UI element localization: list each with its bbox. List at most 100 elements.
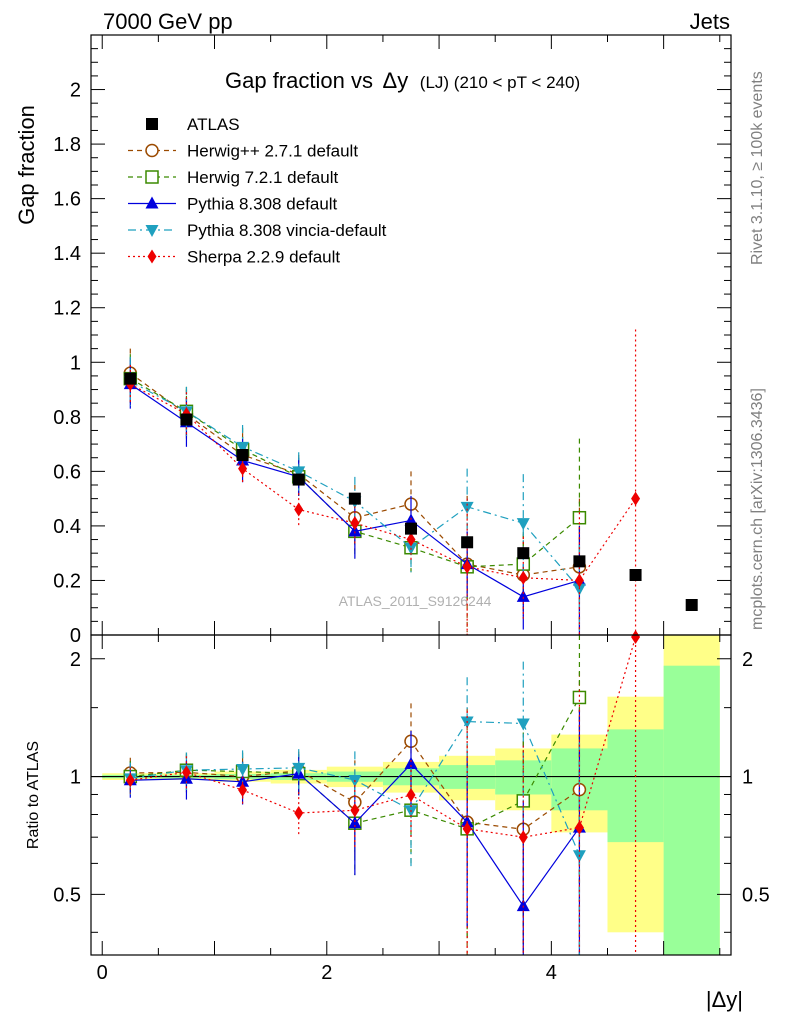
data-point bbox=[460, 501, 474, 514]
data-point bbox=[573, 555, 586, 568]
ratio-point bbox=[462, 821, 472, 836]
data-point bbox=[517, 547, 530, 560]
header-energy: 7000 GeV pp bbox=[103, 9, 233, 34]
data-point bbox=[516, 518, 530, 531]
ratio-point bbox=[518, 830, 528, 845]
data-point bbox=[348, 524, 362, 537]
y-axis-label-bottom: Ratio to ATLAS bbox=[25, 741, 42, 849]
legend-label: ATLAS bbox=[187, 115, 240, 134]
y-tick-label-top: 0.2 bbox=[53, 570, 81, 592]
legend-label: Herwig++ 2.7.1 default bbox=[187, 142, 358, 161]
data-point bbox=[631, 491, 641, 506]
y-axis-label-top: Gap fraction bbox=[14, 105, 39, 225]
legend-entry-herwig-2-7-1-default: Herwig++ 2.7.1 default bbox=[128, 142, 358, 161]
y-tick-label-top: 0.8 bbox=[53, 407, 81, 429]
legend-entry-sherpa-2-2-9-default: Sherpa 2.2.9 default bbox=[128, 248, 340, 267]
data-point bbox=[406, 532, 416, 547]
legend-marker bbox=[145, 143, 159, 158]
legend-marker bbox=[145, 196, 159, 209]
ratio-point bbox=[406, 787, 416, 802]
x-axis-label: |Δy| bbox=[706, 987, 743, 1012]
analysis-id: ATLAS_2011_S9126244 bbox=[339, 593, 492, 609]
series-line-ratio bbox=[130, 740, 580, 830]
ratio-point bbox=[236, 764, 250, 777]
ratio-point bbox=[350, 803, 360, 818]
header-jets: Jets bbox=[690, 9, 730, 34]
y-tick-label-bottom: 1 bbox=[70, 767, 81, 789]
data-point bbox=[572, 583, 586, 596]
legend-label: Sherpa 2.2.9 default bbox=[187, 248, 340, 267]
ratio-point bbox=[294, 806, 304, 821]
legend: ATLAS Herwig++ 2.7.1 default Herwig 7.2.1 … bbox=[128, 115, 387, 267]
ratio-point bbox=[348, 816, 362, 829]
ratio-point bbox=[125, 773, 135, 788]
y-tick-label-bottom: 0.5 bbox=[53, 884, 81, 906]
chart-title: Gap fraction vs Δy (LJ) (210 < pT < 240) bbox=[225, 68, 580, 93]
data-point bbox=[236, 441, 250, 454]
ratio-point bbox=[238, 782, 248, 797]
legend-label: Herwig 7.2.1 default bbox=[187, 168, 338, 187]
series-pythia-8-308-default bbox=[123, 359, 586, 955]
legend-marker bbox=[145, 170, 159, 184]
y-tick-label-bottom-right: 2 bbox=[742, 649, 753, 671]
rivet-version: Rivet 3.1.10, ≥ 100k events bbox=[749, 71, 766, 265]
data-point bbox=[292, 466, 306, 479]
data-point bbox=[348, 492, 361, 505]
series-sherpa-2-2-9-default bbox=[125, 329, 641, 955]
data-point bbox=[462, 559, 472, 574]
data-point bbox=[518, 570, 528, 585]
series-line-top bbox=[130, 383, 637, 582]
data-point bbox=[124, 372, 137, 385]
ratio-point bbox=[516, 718, 530, 731]
data-point bbox=[405, 522, 417, 535]
data-point bbox=[574, 573, 584, 588]
mcplots-credit: mcplots.cern.ch [arXiv:1306.3436] bbox=[749, 388, 766, 630]
ratio-point bbox=[631, 630, 641, 645]
series-line-ratio bbox=[130, 720, 580, 856]
legend-entry-atlas: ATLAS bbox=[146, 115, 240, 134]
data-point bbox=[516, 589, 530, 602]
y-tick-label-top: 1 bbox=[70, 352, 81, 374]
data-point bbox=[294, 502, 304, 517]
legend-entry-herwig-7-2-1-default: Herwig 7.2.1 default bbox=[128, 168, 338, 187]
legend-marker bbox=[147, 249, 157, 264]
data-point bbox=[461, 536, 474, 549]
data-point bbox=[180, 413, 193, 426]
ratio-point bbox=[516, 899, 530, 912]
x-tick-label: 4 bbox=[546, 962, 557, 984]
series-line-ratio bbox=[130, 636, 637, 838]
chart-title-dy: Δy bbox=[383, 68, 409, 93]
y-tick-label-top: 0.6 bbox=[53, 461, 81, 483]
data-point bbox=[238, 461, 248, 476]
y-tick-label-top: 1.8 bbox=[53, 134, 81, 156]
legend-entry-pythia-8-308-vincia-default: Pythia 8.308 vincia-default bbox=[128, 221, 387, 240]
ratio-point bbox=[181, 765, 191, 780]
data-point bbox=[236, 449, 249, 461]
data-point bbox=[685, 599, 698, 611]
data-point bbox=[350, 516, 360, 531]
legend-marker bbox=[145, 225, 159, 237]
data-point bbox=[629, 569, 642, 581]
y-tick-label-bottom: 2 bbox=[70, 649, 81, 671]
y-tick-label-bottom-right: 0.5 bbox=[742, 884, 770, 906]
y-tick-label-top: 0.4 bbox=[53, 516, 81, 538]
series-layer bbox=[123, 329, 698, 955]
series-line-top bbox=[129, 372, 580, 576]
stat-uncertainty-band bbox=[663, 665, 720, 955]
data-point bbox=[292, 473, 305, 486]
y-tick-label-top: 2 bbox=[70, 80, 81, 102]
x-tick-label: 0 bbox=[97, 962, 108, 984]
x-tick-label: 2 bbox=[321, 962, 332, 984]
legend-entry-pythia-8-308-default: Pythia 8.308 default bbox=[128, 195, 338, 214]
legend-label: Pythia 8.308 default bbox=[187, 195, 338, 214]
legend-label: Pythia 8.308 vincia-default bbox=[187, 221, 387, 240]
bottom-panel-frame bbox=[90, 634, 732, 956]
y-tick-label-top: 1.2 bbox=[53, 298, 81, 320]
legend-marker bbox=[146, 118, 158, 130]
y-tick-label-top: 1.6 bbox=[53, 189, 81, 211]
y-tick-label-top: 0 bbox=[70, 625, 81, 647]
ratio-point bbox=[574, 820, 584, 835]
ratio-point bbox=[292, 762, 306, 775]
ratio-point bbox=[404, 756, 418, 769]
